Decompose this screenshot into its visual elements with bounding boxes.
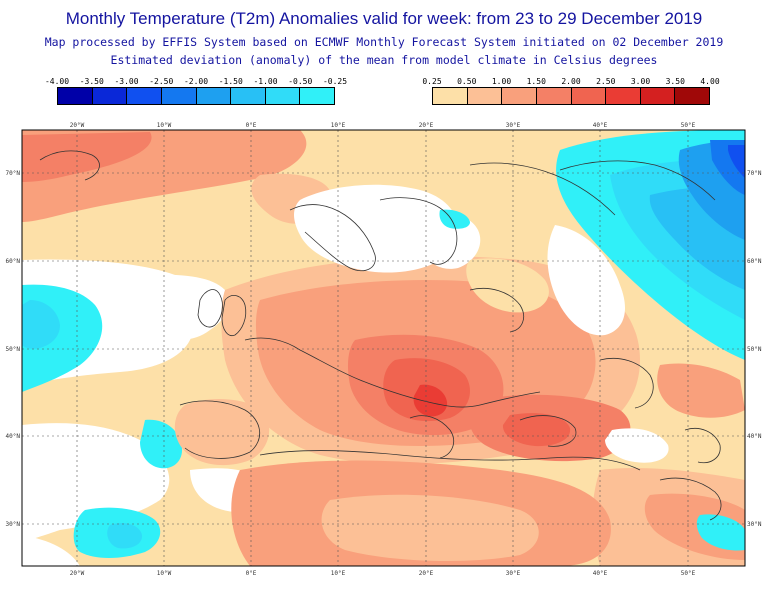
legend-label: -2.50 (149, 77, 174, 86)
legend-label: 2.00 (561, 77, 581, 86)
coordinate-label: 30°N (6, 521, 21, 528)
coordinate-label: 30°E (506, 570, 521, 577)
coordinate-label: 50°E (681, 570, 696, 577)
legend-label: -1.00 (253, 77, 278, 86)
legend-color-box (433, 88, 468, 104)
legend-color-box (502, 88, 537, 104)
legend-label: 3.50 (665, 77, 685, 86)
legend-label: 1.50 (526, 77, 546, 86)
latitude-labels-right: 70°N 60°N 50°N 40°N 30°N (747, 170, 762, 528)
coordinate-label: 40°E (593, 570, 608, 577)
coastlines (39, 150, 722, 521)
legend-color-box (196, 88, 232, 104)
legend-color-box (675, 88, 709, 104)
coordinate-label: 30°N (747, 521, 762, 528)
coordinate-label: 60°N (747, 258, 762, 265)
coordinate-label: 60°N (6, 258, 21, 265)
coordinate-label: 50°E (681, 122, 696, 129)
coordinate-label: 0°E (246, 570, 257, 577)
coordinate-label: 70°N (747, 170, 762, 177)
coordinate-label: 20°E (419, 122, 434, 129)
map-title: Monthly Temperature (T2m) Anomalies vali… (65, 9, 703, 28)
map-subtitle-processing: Map processed by EFFIS System based on E… (44, 35, 724, 49)
legend-label: -2.00 (183, 77, 209, 86)
legend-color-box (265, 88, 301, 104)
map-subtitle-description: Estimated deviation (anomaly) of the mea… (110, 53, 658, 67)
coordinate-label: 30°E (506, 122, 521, 129)
legend-label: -4.00 (44, 77, 70, 86)
coordinate-label: 20°W (70, 570, 85, 577)
legend-color-box (536, 88, 572, 104)
legend-color-box (231, 88, 266, 104)
coordinate-label: 0°E (246, 122, 257, 129)
legend-label: 0.25 (422, 77, 442, 86)
legend-label: 1.00 (491, 77, 512, 86)
coordinate-label: 10°W (157, 570, 172, 577)
coordinate-label: 10°E (331, 122, 346, 129)
legend-label: -1.50 (218, 77, 243, 86)
legend-label: 0.50 (457, 77, 477, 86)
legend-color-box (127, 88, 162, 104)
legend-color-box (571, 88, 607, 104)
legend-color-box (300, 88, 334, 104)
coordinate-label: 20°E (419, 570, 434, 577)
legend-label: 2.50 (596, 77, 616, 86)
legend-color-box (92, 88, 128, 104)
coordinate-label: 10°W (157, 122, 172, 129)
coordinate-label: 50°N (747, 346, 762, 353)
longitude-labels-top: 20°W 10°W 0°E 10°E 20°E 30°E 40°E 50°E (70, 122, 696, 129)
legend-warm-colorbar (432, 87, 710, 105)
legend-cold-colorbar (57, 87, 335, 105)
legend-color-box (606, 88, 641, 104)
legend-label: 3.00 (630, 77, 651, 86)
map-frame (21, 129, 746, 567)
legend-label: -0.25 (322, 77, 348, 86)
anomaly-fill (22, 130, 745, 566)
coordinate-label: 70°N (6, 170, 21, 177)
coordinate-label: 40°E (593, 122, 608, 129)
legend-label: -0.50 (288, 77, 313, 86)
coordinate-label: 10°E (331, 570, 346, 577)
legend-color-box (640, 88, 676, 104)
legend-color-box (161, 88, 197, 104)
legend-color-box (467, 88, 503, 104)
legend-label: 4.00 (700, 77, 720, 86)
legend-color-box (58, 88, 93, 104)
coordinate-label: 50°N (6, 346, 21, 353)
graticule (22, 130, 745, 566)
legend-label: -3.50 (79, 77, 104, 86)
latitude-labels-left: 70°N 60°N 50°N 40°N 30°N (6, 170, 21, 528)
legend-label: -3.00 (114, 77, 139, 86)
coordinate-label: 20°W (70, 122, 85, 129)
coordinate-label: 40°N (6, 433, 21, 440)
longitude-labels-bottom: 20°W 10°W 0°E 10°E 20°E 30°E 40°E 50°E (70, 570, 696, 577)
coordinate-label: 40°N (747, 433, 762, 440)
